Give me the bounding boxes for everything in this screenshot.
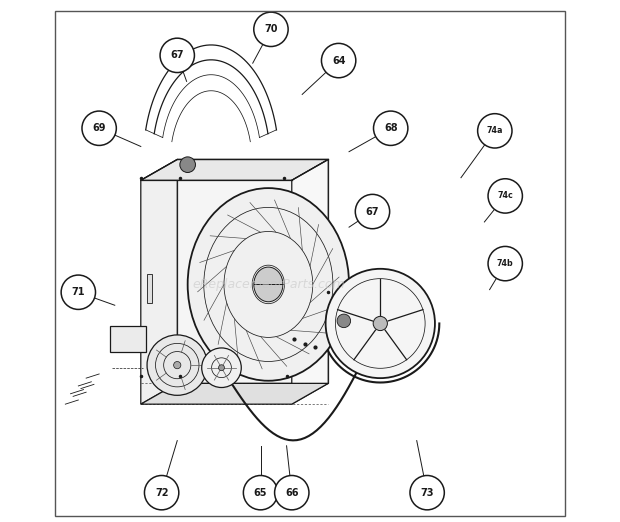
- Ellipse shape: [254, 267, 283, 302]
- Circle shape: [488, 246, 523, 281]
- Circle shape: [337, 314, 350, 328]
- Text: 72: 72: [155, 488, 169, 497]
- Circle shape: [147, 335, 208, 395]
- Circle shape: [180, 157, 195, 172]
- Circle shape: [355, 194, 389, 229]
- Circle shape: [202, 348, 241, 387]
- Circle shape: [326, 269, 435, 378]
- Circle shape: [275, 476, 309, 510]
- Polygon shape: [141, 160, 328, 180]
- Text: 74a: 74a: [487, 126, 503, 135]
- Polygon shape: [292, 160, 328, 404]
- Text: 71: 71: [71, 287, 85, 297]
- Text: eReplacementParts.com: eReplacementParts.com: [192, 278, 345, 291]
- Circle shape: [174, 362, 181, 369]
- Circle shape: [373, 316, 388, 330]
- Circle shape: [321, 43, 356, 78]
- Text: 73: 73: [420, 488, 434, 497]
- Text: 66: 66: [285, 488, 298, 497]
- Circle shape: [254, 12, 288, 46]
- Polygon shape: [141, 160, 177, 404]
- Circle shape: [61, 275, 95, 310]
- Ellipse shape: [188, 188, 349, 381]
- Circle shape: [477, 114, 512, 148]
- Text: 64: 64: [332, 55, 345, 66]
- Circle shape: [82, 111, 117, 146]
- Circle shape: [488, 179, 523, 213]
- Circle shape: [144, 476, 179, 510]
- Text: 65: 65: [254, 488, 267, 497]
- Text: 74c: 74c: [497, 192, 513, 200]
- Text: 67: 67: [366, 207, 379, 217]
- Circle shape: [244, 476, 278, 510]
- Circle shape: [410, 476, 445, 510]
- Text: 68: 68: [384, 123, 397, 133]
- Text: 69: 69: [92, 123, 106, 133]
- Circle shape: [160, 38, 195, 73]
- Circle shape: [218, 365, 224, 371]
- Polygon shape: [177, 160, 328, 383]
- Circle shape: [373, 111, 408, 146]
- FancyBboxPatch shape: [110, 326, 146, 352]
- Text: 67: 67: [170, 50, 184, 61]
- Polygon shape: [141, 383, 328, 404]
- Text: 74b: 74b: [497, 259, 513, 268]
- Bar: [147, 274, 153, 303]
- Text: 70: 70: [264, 25, 278, 34]
